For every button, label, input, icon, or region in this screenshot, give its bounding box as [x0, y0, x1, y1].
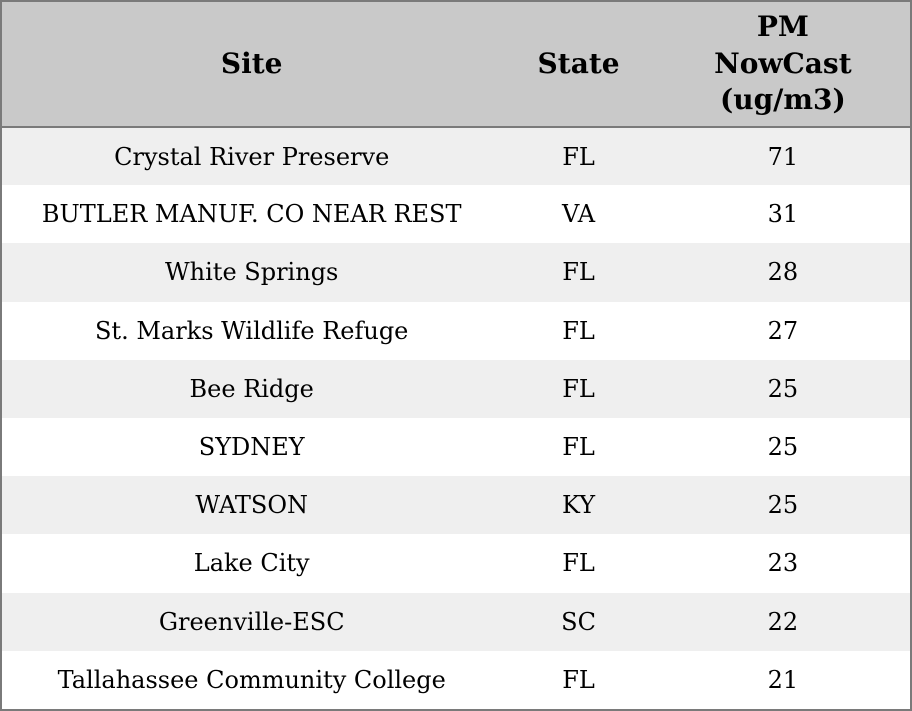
header-row: Site State PM NowCast (ug/m3): [2, 2, 910, 128]
table-row: WATSON KY 25: [2, 476, 910, 535]
cell-pm: 28: [767, 258, 799, 287]
table-row: Bee Ridge FL 25: [2, 359, 910, 418]
cell-site: St. Marks Wildlife Refuge: [94, 316, 409, 345]
table-row: BUTLER MANUF. CO NEAR REST VA 31: [2, 185, 910, 244]
cell-state: FL: [562, 142, 595, 171]
cell-state: FL: [562, 433, 595, 462]
cell-site: Tallahassee Community College: [57, 665, 446, 694]
cell-pm: 22: [767, 607, 799, 636]
cell-site: SYDNEY: [198, 433, 305, 462]
cell-pm: 71: [767, 142, 799, 171]
cell-pm: 25: [767, 433, 799, 462]
table-row: Tallahassee Community College FL 21: [2, 650, 910, 709]
cell-site: WATSON: [195, 491, 308, 520]
column-header-pm-nowcast: PM NowCast (ug/m3): [655, 2, 910, 128]
table-row: Lake City FL 23: [2, 534, 910, 593]
cell-site: Lake City: [193, 549, 310, 578]
cell-state: KY: [562, 491, 596, 520]
cell-site: BUTLER MANUF. CO NEAR REST: [41, 200, 462, 229]
cell-state: VA: [562, 200, 596, 229]
table-row: St. Marks Wildlife Refuge FL 27: [2, 301, 910, 360]
cell-pm: 31: [767, 200, 799, 229]
cell-pm: 25: [767, 491, 799, 520]
cell-pm: 21: [767, 665, 799, 694]
column-header-site: Site: [2, 2, 502, 128]
cell-state: SC: [561, 607, 596, 636]
cell-site: White Springs: [165, 258, 339, 287]
cell-pm: 27: [767, 316, 799, 345]
cell-state: FL: [562, 665, 595, 694]
cell-site: Bee Ridge: [189, 374, 314, 403]
cell-site: Greenville-ESC: [158, 607, 345, 636]
cell-pm: 23: [767, 549, 799, 578]
column-header-state: State: [501, 2, 656, 128]
table-row: Greenville-ESC SC 22: [2, 592, 910, 651]
cell-state: FL: [562, 374, 595, 403]
cell-site: Crystal River Preserve: [114, 142, 390, 171]
table-row: SYDNEY FL 25: [2, 417, 910, 477]
cell-state: FL: [562, 549, 595, 578]
cell-pm: 25: [767, 374, 799, 403]
cell-state: FL: [562, 258, 595, 287]
table-row: Crystal River Preserve FL 71: [2, 127, 910, 186]
cell-state: FL: [562, 316, 595, 345]
table-row: White Springs FL 28: [2, 243, 910, 302]
